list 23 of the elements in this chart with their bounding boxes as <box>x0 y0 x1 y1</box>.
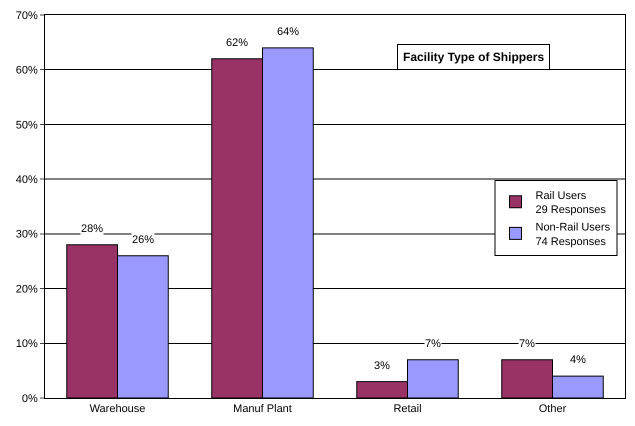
y-tick-label: 10% <box>16 338 38 350</box>
y-tick-label: 40% <box>16 174 38 186</box>
legend-label: Rail Users 29 Responses <box>536 190 606 216</box>
y-tick-label: 60% <box>16 64 38 77</box>
x-tick-label: Retail <box>393 403 422 416</box>
data-label: 62% <box>226 37 248 49</box>
y-tick-label: 30% <box>16 228 38 241</box>
data-label: 7% <box>519 338 536 350</box>
data-label: 3% <box>374 360 390 372</box>
y-tick-label: 50% <box>16 119 38 132</box>
data-label: 26% <box>132 234 154 246</box>
x-tick-label: Manuf Plant <box>233 403 292 416</box>
y-tick-label: 20% <box>16 283 38 296</box>
data-label: 28% <box>81 223 104 235</box>
legend-label: Non-Rail Users 74 Responses <box>536 222 611 248</box>
data-label: 7% <box>425 338 442 350</box>
y-tick-label: 0% <box>22 392 38 405</box>
y-tick-label: 70% <box>16 10 38 22</box>
x-tick-label: Other <box>538 403 567 416</box>
x-tick-label: Warehouse <box>90 403 146 416</box>
data-label: 64% <box>277 26 300 38</box>
text: Facility Type of Shippers <box>403 50 544 64</box>
data-label: 4% <box>570 354 586 366</box>
